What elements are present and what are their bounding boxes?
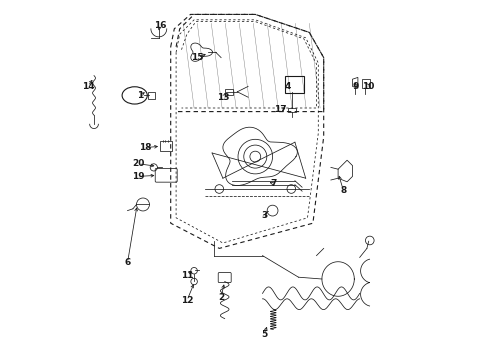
- Text: 12: 12: [180, 296, 193, 305]
- Text: 2: 2: [218, 292, 224, 302]
- FancyBboxPatch shape: [285, 76, 303, 93]
- Text: 17: 17: [274, 105, 286, 114]
- Text: 8: 8: [340, 186, 346, 195]
- Text: 16: 16: [153, 21, 166, 30]
- Text: 10: 10: [362, 82, 374, 91]
- Text: 19: 19: [132, 172, 144, 181]
- Text: 11: 11: [180, 271, 193, 280]
- Text: 7: 7: [269, 179, 276, 188]
- Text: 6: 6: [124, 258, 130, 267]
- Polygon shape: [337, 160, 352, 182]
- Text: 15: 15: [191, 53, 203, 62]
- FancyBboxPatch shape: [148, 92, 155, 99]
- Text: 20: 20: [132, 159, 144, 168]
- Text: 1: 1: [137, 91, 143, 100]
- Circle shape: [266, 205, 277, 216]
- Text: 4: 4: [284, 82, 290, 91]
- Text: 13: 13: [216, 93, 229, 102]
- Ellipse shape: [122, 87, 147, 104]
- Text: 9: 9: [352, 82, 359, 91]
- Text: 14: 14: [81, 82, 94, 91]
- FancyBboxPatch shape: [218, 273, 231, 283]
- Polygon shape: [352, 77, 357, 88]
- FancyBboxPatch shape: [160, 141, 171, 151]
- Text: 5: 5: [261, 330, 267, 338]
- FancyBboxPatch shape: [155, 168, 177, 182]
- Text: 3: 3: [261, 211, 267, 220]
- Polygon shape: [361, 79, 369, 88]
- Text: 18: 18: [139, 143, 151, 152]
